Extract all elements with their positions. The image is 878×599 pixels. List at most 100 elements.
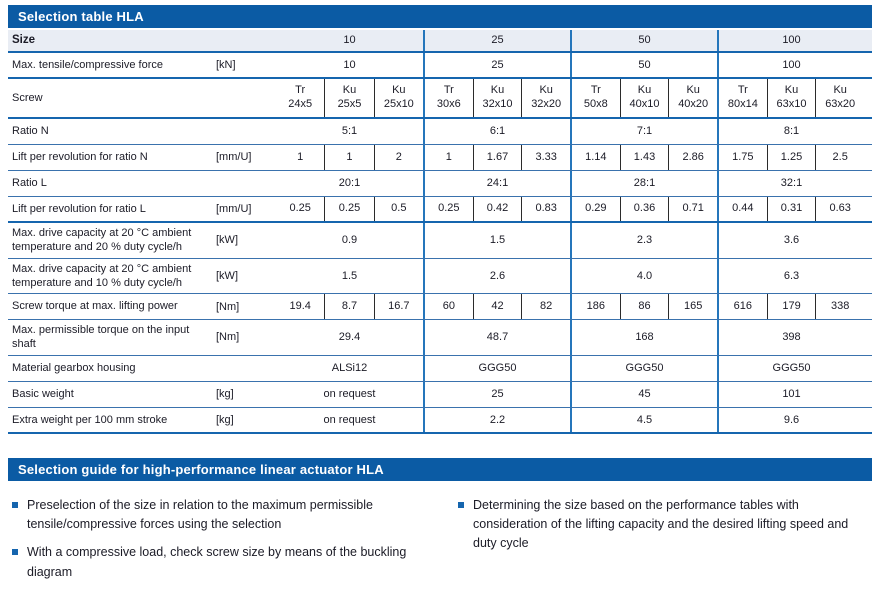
row-label: Size: [12, 34, 36, 46]
guide-bullet-text: With a compressive load, check screw siz…: [27, 545, 407, 579]
screw-size: 40x10: [629, 97, 660, 110]
cell: 48.7: [486, 331, 509, 344]
cell: 0.71: [668, 196, 717, 221]
cell: 0.63: [815, 196, 864, 221]
cell: 1.25: [766, 144, 816, 170]
size-value: 50: [638, 34, 651, 47]
guide-bullet-text: Determining the size based on the perfor…: [473, 497, 849, 551]
size-value: 100: [782, 34, 801, 47]
table-row-lift-l: Lift per revolution for ratio L [mm/U] 0…: [8, 196, 872, 223]
cell: 5:1: [341, 125, 358, 138]
row-label: Screw torque at max. lifting power: [12, 300, 178, 313]
guide-left-column: Preselection of the size in relation to …: [10, 496, 426, 592]
screw-size: 25x10: [383, 97, 414, 110]
table-row-weight: Basic weight [kg] on request 25 45 101: [8, 381, 872, 408]
cell: 6.3: [783, 269, 800, 282]
screw-size: 30x6: [436, 97, 461, 110]
screw-cell: Tr 50x8: [572, 79, 620, 117]
cell: 0.9: [341, 234, 358, 247]
cell: 0.25: [438, 202, 460, 215]
cell: 82: [521, 294, 570, 320]
cell: 168: [635, 331, 654, 344]
guide-bullet: Preselection of the size in relation to …: [10, 496, 426, 535]
screw-cell: Ku 32x20: [521, 78, 570, 117]
screw-type: Ku: [833, 84, 847, 97]
table-row-lift-n: Lift per revolution for ratio N [mm/U] 1…: [8, 144, 872, 171]
screw-type: Ku: [784, 84, 799, 97]
cell: on request: [323, 413, 376, 426]
size-value: 10: [343, 34, 356, 47]
screw-type: Tr: [590, 84, 601, 97]
cell: 0.83: [521, 196, 570, 221]
cell: 60: [442, 299, 455, 312]
cell: 2: [373, 144, 423, 170]
table-row-extra-weight: Extra weight per 100 mm stroke [kg] on r…: [8, 407, 872, 434]
row-label: Screw: [12, 91, 43, 104]
cell: 24:1: [486, 177, 509, 190]
screw-size: 24x5: [288, 97, 313, 110]
screw-cell: Tr 30x6: [425, 79, 473, 117]
row-unit: [216, 119, 276, 144]
cell: 100: [782, 58, 801, 71]
cell: 0.36: [619, 196, 669, 221]
cell: 10: [343, 58, 356, 71]
cell: 19.4: [289, 299, 311, 312]
cell: 7:1: [636, 125, 653, 138]
cell: 616: [733, 299, 753, 312]
cell: 42: [472, 294, 522, 320]
guide-bullet: With a compressive load, check screw siz…: [10, 543, 426, 582]
guide-bullet: Determining the size based on the perfor…: [456, 496, 872, 554]
row-label: Lift per revolution for ratio N: [12, 151, 148, 164]
cell: 2.6: [489, 269, 506, 282]
cell: 2.5: [815, 144, 864, 170]
row-label: Max. drive capacity at 20 °C ambient tem…: [12, 226, 192, 254]
row-unit: [216, 79, 276, 117]
screw-type: Ku: [490, 84, 505, 97]
screw-cell: Ku 25x5: [324, 78, 373, 117]
cell: 8.7: [324, 294, 373, 320]
screw-cell: Ku 40x10: [619, 78, 669, 117]
table-row-ratio-l: Ratio L 20:1 24:1 28:1 32:1: [8, 170, 872, 197]
table-row-screw: Screw Tr 24x5 Ku 25x5 Ku 25x10 Tr 30x6 Ku 32x…: [8, 78, 872, 119]
screw-cell: Tr 24x5: [276, 79, 324, 117]
cell: 25: [491, 58, 504, 71]
row-unit: [kN]: [216, 58, 236, 71]
table-row-drive10: Max. drive capacity at 20 °C ambient tem…: [8, 258, 872, 295]
cell: 0.42: [472, 196, 522, 221]
cell: 0.31: [766, 196, 816, 221]
cell: GGG50: [625, 362, 664, 375]
cell: 101: [782, 388, 801, 401]
row-label: Extra weight per 100 mm stroke: [12, 413, 168, 426]
screw-cell: Ku 63x10: [766, 78, 816, 117]
cell: 1: [324, 144, 373, 170]
table-row-drive20: Max. drive capacity at 20 °C ambient tem…: [8, 222, 872, 259]
cell: 28:1: [633, 177, 656, 190]
screw-size: 50x8: [583, 97, 608, 110]
row-unit: [mm/U]: [216, 202, 252, 215]
row-unit: [kg]: [216, 413, 234, 426]
cell: GGG50: [772, 362, 811, 375]
screw-cell: Ku 40x20: [668, 78, 717, 117]
cell: on request: [323, 388, 376, 401]
table-row-torque: Screw torque at max. lifting power [Nm] …: [8, 294, 872, 321]
square-bullet-icon: [12, 549, 18, 556]
size-value: 25: [491, 34, 504, 47]
cell: 29.4: [338, 331, 361, 344]
cell: 4.0: [636, 269, 653, 282]
screw-type: Ku: [539, 84, 553, 97]
selection-table-title: Selection table HLA: [18, 9, 144, 24]
selection-table: Size 10 25 50 100 Max. tensile/compressi…: [8, 30, 872, 434]
screw-cell: Ku 32x10: [472, 78, 522, 117]
table-row-material: Material gearbox housing ALSi12 GGG50 GG…: [8, 355, 872, 382]
screw-type: Ku: [392, 84, 406, 97]
cell: 0.25: [324, 196, 373, 221]
cell: 45: [638, 388, 651, 401]
row-label: Max. tensile/compressive force: [12, 58, 163, 71]
screw-size: 63x10: [776, 97, 807, 110]
screw-cell: Ku 25x10: [373, 78, 423, 117]
selection-guide-section: Selection guide for high-performance lin…: [8, 457, 872, 592]
cell: 4.5: [636, 413, 653, 426]
cell: 1.67: [472, 144, 522, 170]
cell: 3.6: [783, 234, 800, 247]
